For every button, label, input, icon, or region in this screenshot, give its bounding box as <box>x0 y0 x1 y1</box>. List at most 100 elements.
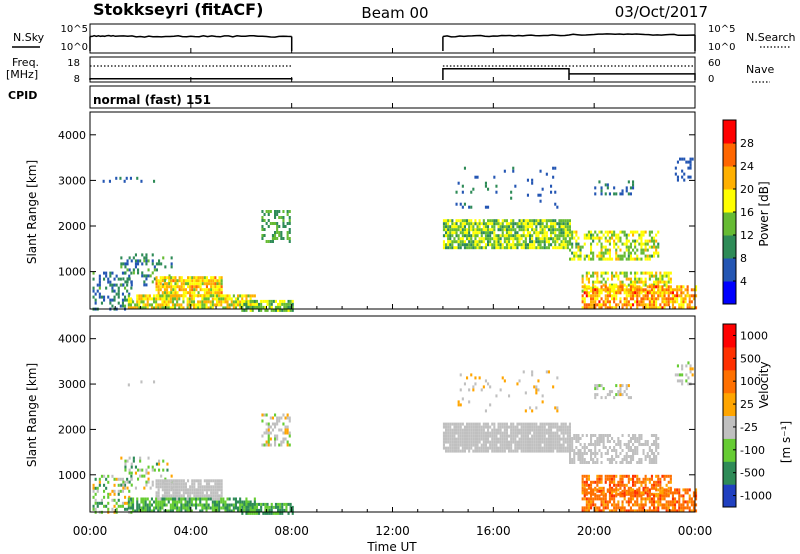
velocity-cell <box>552 422 555 426</box>
power-cell <box>497 246 500 250</box>
power-cell <box>529 225 532 229</box>
power-cell <box>508 246 511 250</box>
velocity-cell <box>611 480 614 484</box>
velocity-cell <box>140 500 143 504</box>
velocity-cell <box>274 437 277 441</box>
velocity-cell <box>166 491 169 495</box>
velocity-cell <box>279 508 282 512</box>
power-ytick-label: 4000 <box>58 129 86 142</box>
power-cell <box>493 234 496 238</box>
velocity-cell <box>687 382 690 386</box>
velocity-cell <box>228 509 231 513</box>
velocity-cell <box>190 503 193 507</box>
velocity-cell <box>226 509 229 513</box>
velocity-cell <box>463 431 466 435</box>
velocity-cell <box>491 431 494 435</box>
velocity-cell <box>184 482 187 486</box>
velocity-cell <box>552 425 555 429</box>
velocity-cell <box>581 458 584 461</box>
velocity-cell <box>600 434 603 437</box>
velocity-cell <box>265 440 268 444</box>
power-cell <box>442 243 445 247</box>
power-cell <box>489 228 492 232</box>
velocity-cell <box>186 503 189 507</box>
power-cell <box>205 297 208 301</box>
velocity-cell <box>535 437 538 441</box>
power-cell <box>470 234 473 238</box>
power-cell <box>695 288 698 292</box>
power-cell <box>468 240 471 244</box>
power-cell <box>159 276 162 280</box>
power-cell <box>518 222 521 226</box>
velocity-cell <box>636 452 639 455</box>
velocity-cell <box>163 482 166 486</box>
velocity-cell <box>661 506 664 510</box>
velocity-cell <box>648 491 651 495</box>
velocity-cell <box>590 458 593 461</box>
velocity-cell <box>552 443 555 447</box>
power-cell <box>632 294 635 298</box>
power-cell <box>655 245 658 249</box>
power-cell <box>535 234 538 238</box>
power-cell <box>491 231 494 235</box>
velocity-cell <box>232 506 235 510</box>
velocity-cell <box>619 491 622 495</box>
power-cell <box>251 305 254 309</box>
power-cell <box>212 294 215 298</box>
power-cell <box>676 175 679 179</box>
power-cell <box>539 225 542 229</box>
velocity-cell <box>581 480 584 484</box>
velocity-cell <box>157 485 160 489</box>
power-cell <box>674 306 677 310</box>
velocity-cell <box>164 477 167 481</box>
power-cell <box>632 288 635 292</box>
velocity-cell <box>497 446 500 450</box>
power-cell <box>623 288 626 292</box>
velocity-cell <box>184 491 187 495</box>
velocity-cell <box>288 431 291 435</box>
power-cell <box>478 240 481 244</box>
power-cell <box>289 308 292 312</box>
velocity-cell <box>566 437 569 441</box>
power-cell <box>174 279 177 283</box>
power-cell <box>189 288 192 292</box>
power-cell <box>634 257 637 261</box>
power-cell <box>155 276 158 280</box>
velocity-cell <box>621 483 624 487</box>
velocity-cell <box>157 509 160 513</box>
velocity-cell <box>497 428 500 432</box>
velocity-cell <box>587 500 590 504</box>
power-cell <box>144 297 147 301</box>
velocity-cell <box>220 491 223 495</box>
power-cell <box>497 228 500 232</box>
power-cell <box>640 230 643 234</box>
power-cell <box>291 302 294 306</box>
velocity-cell <box>188 497 191 501</box>
velocity-cell <box>266 508 269 512</box>
power-ytick-label: 1000 <box>58 266 86 279</box>
power-cell <box>288 219 291 222</box>
power-cell <box>569 257 572 261</box>
power-cell <box>604 245 607 249</box>
power-cell <box>575 239 578 243</box>
velocity-cell <box>484 409 487 413</box>
velocity-cell <box>562 443 565 447</box>
power-cell <box>220 285 223 289</box>
power-cell <box>117 277 120 281</box>
velocity-cell <box>192 497 195 501</box>
power-cell <box>606 248 609 252</box>
power-cell <box>228 297 231 301</box>
power-cell <box>474 243 477 247</box>
station-title: Stokkseyri (fitACF) <box>93 0 263 19</box>
velocity-cell <box>564 422 567 426</box>
power-cell <box>629 306 632 310</box>
power-cell <box>207 300 210 304</box>
velocity-cell <box>644 483 647 487</box>
power-cell <box>550 237 553 241</box>
velocity-cell <box>634 500 637 504</box>
power-cell <box>203 291 206 295</box>
velocity-cell <box>470 425 473 429</box>
power-cell <box>285 302 288 306</box>
power-cell <box>132 300 135 304</box>
velocity-cell <box>577 449 580 452</box>
